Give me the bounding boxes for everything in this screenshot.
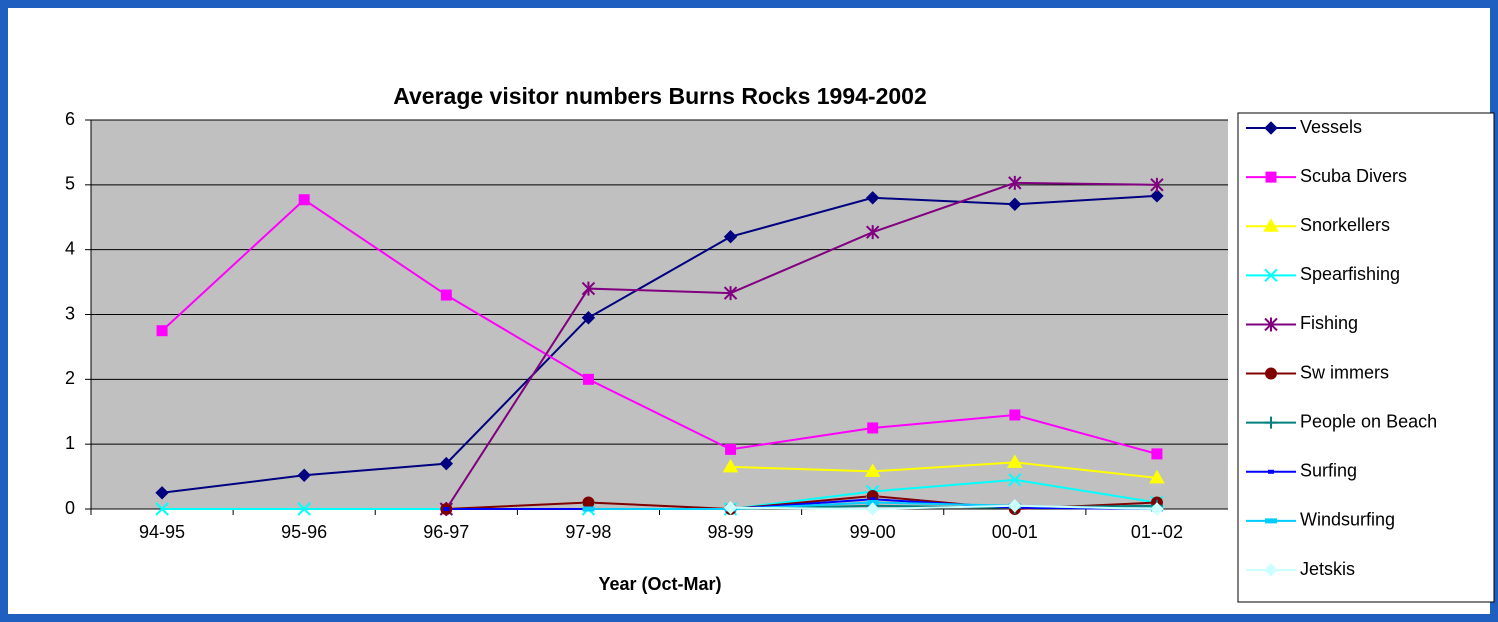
marker [869, 497, 876, 502]
marker [156, 325, 168, 337]
marker [722, 458, 739, 473]
marker [155, 502, 169, 516]
marker [582, 373, 594, 385]
legend-label: Scuba Divers [1300, 166, 1407, 186]
marker [1265, 518, 1277, 524]
legend-label: Fishing [1300, 313, 1358, 333]
marker [865, 502, 880, 516]
marker [1150, 177, 1164, 192]
legend-label: Jetskis [1300, 559, 1355, 579]
legend-label: Windsurfing [1300, 510, 1395, 530]
marker [581, 281, 596, 296]
marker [1150, 502, 1164, 516]
marker [439, 456, 454, 471]
marker [864, 463, 881, 477]
marker [725, 443, 737, 455]
legend-label: Surfing [1300, 461, 1357, 481]
marker [1265, 367, 1277, 380]
marker [1268, 469, 1274, 474]
marker [1008, 499, 1022, 513]
marker [1264, 268, 1278, 283]
marker [1006, 454, 1023, 468]
marker [1263, 218, 1279, 232]
marker [582, 506, 595, 512]
marker [1265, 416, 1277, 429]
series-line [446, 498, 1157, 510]
x-tick-label: 94-95 [139, 522, 185, 542]
series-line [445, 181, 1157, 510]
x-tick-label: 98-99 [708, 522, 754, 542]
legend-label: Sw immers [1300, 362, 1389, 382]
x-tick-label: 97-98 [565, 522, 611, 542]
y-tick-label: 2 [65, 368, 75, 388]
y-tick-label: 3 [65, 303, 75, 323]
marker [298, 194, 310, 206]
legend-label: People on Beach [1300, 411, 1437, 431]
marker [440, 289, 452, 301]
marker [1149, 469, 1165, 484]
x-tick-label: 99-00 [850, 522, 896, 542]
y-tick-label: 0 [65, 498, 75, 518]
marker [1264, 317, 1278, 332]
y-tick-label: 6 [65, 109, 75, 129]
marker [1265, 171, 1277, 183]
y-tick-label: 1 [65, 433, 75, 453]
marker [1008, 473, 1022, 487]
marker [723, 500, 738, 515]
marker [1151, 448, 1163, 460]
marker [1009, 409, 1021, 421]
marker [1264, 563, 1278, 577]
x-tick-label: 01--02 [1131, 522, 1183, 542]
marker [1008, 175, 1022, 190]
marker [582, 496, 595, 509]
marker [297, 502, 311, 516]
x-tick-label: 00-01 [992, 522, 1038, 542]
series-line [161, 194, 1157, 494]
marker [865, 191, 880, 205]
x-tick-label: 96-97 [423, 522, 469, 542]
marker [1008, 197, 1022, 211]
legend-label: Snorkellers [1300, 215, 1390, 235]
legend-label: Spearfishing [1300, 264, 1400, 284]
marker [1150, 189, 1164, 203]
marker [581, 311, 596, 325]
marker [723, 229, 738, 244]
marker [155, 486, 169, 500]
marker [723, 286, 738, 301]
marker [297, 468, 311, 482]
series-line [161, 198, 1158, 455]
series-line [730, 504, 1157, 511]
x-tick-label: 95-96 [281, 522, 327, 542]
y-tick-label: 4 [65, 238, 75, 258]
chart-title: Average visitor numbers Burns Rocks 1994… [393, 83, 927, 109]
marker [443, 507, 450, 511]
x-axis-title: Year (Oct-Mar) [598, 574, 721, 594]
y-tick-label: 5 [65, 174, 75, 194]
marker [865, 225, 880, 240]
legend-label: Vessels [1300, 117, 1362, 137]
marker [867, 422, 879, 434]
marker [1264, 121, 1278, 135]
series-line [730, 461, 1158, 479]
